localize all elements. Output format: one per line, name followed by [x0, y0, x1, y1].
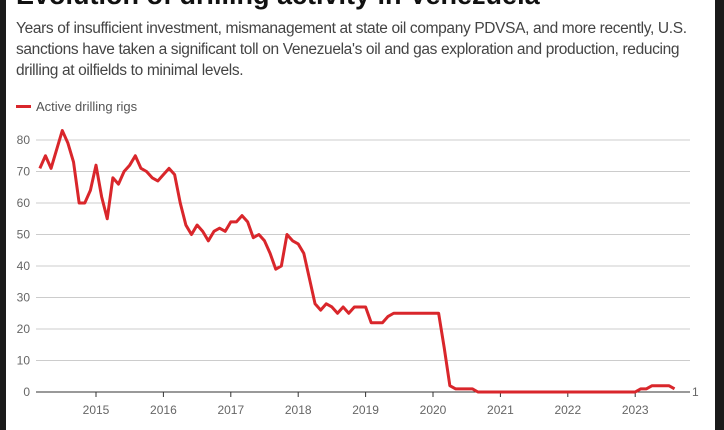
legend: Active drilling rigs [16, 99, 137, 114]
y-tick-label: 50 [17, 228, 31, 242]
y-tick-label: 30 [17, 291, 31, 305]
x-tick-label: 2020 [420, 403, 447, 417]
y-tick-label: 60 [17, 196, 31, 210]
x-tick-label: 2015 [83, 403, 110, 417]
y-tick-label: 70 [17, 165, 31, 179]
x-tick-label: 2018 [285, 403, 312, 417]
chart-panel: Evolution of drilling activity in Venezu… [6, 0, 715, 430]
x-tick-label: 2017 [217, 403, 244, 417]
y-tick-label: 10 [17, 354, 31, 368]
legend-label: Active drilling rigs [36, 99, 138, 114]
x-tick-label: 2016 [150, 403, 177, 417]
y-tick-label: 20 [17, 322, 31, 336]
x-tick-label: 2022 [554, 403, 581, 417]
legend-swatch [16, 105, 31, 108]
end-value-label: 1 [692, 385, 699, 399]
chart-subtitle: Years of insufficient investment, misman… [16, 20, 687, 79]
x-tick-label: 2019 [352, 403, 379, 417]
series-line-active-drilling-rigs [38, 129, 676, 394]
chart-title: Evolution of drilling activity in Venezu… [16, 0, 540, 11]
y-tick-label: 80 [17, 133, 31, 147]
line-chart: 0 10 20 30 40 50 60 70 80 2015 2016 2017 2018 2019 202… [17, 129, 699, 417]
x-tick-label: 2023 [622, 403, 649, 417]
x-tick-label: 2021 [487, 403, 514, 417]
y-tick-label: 0 [23, 385, 30, 399]
y-tick-label: 40 [17, 259, 31, 273]
